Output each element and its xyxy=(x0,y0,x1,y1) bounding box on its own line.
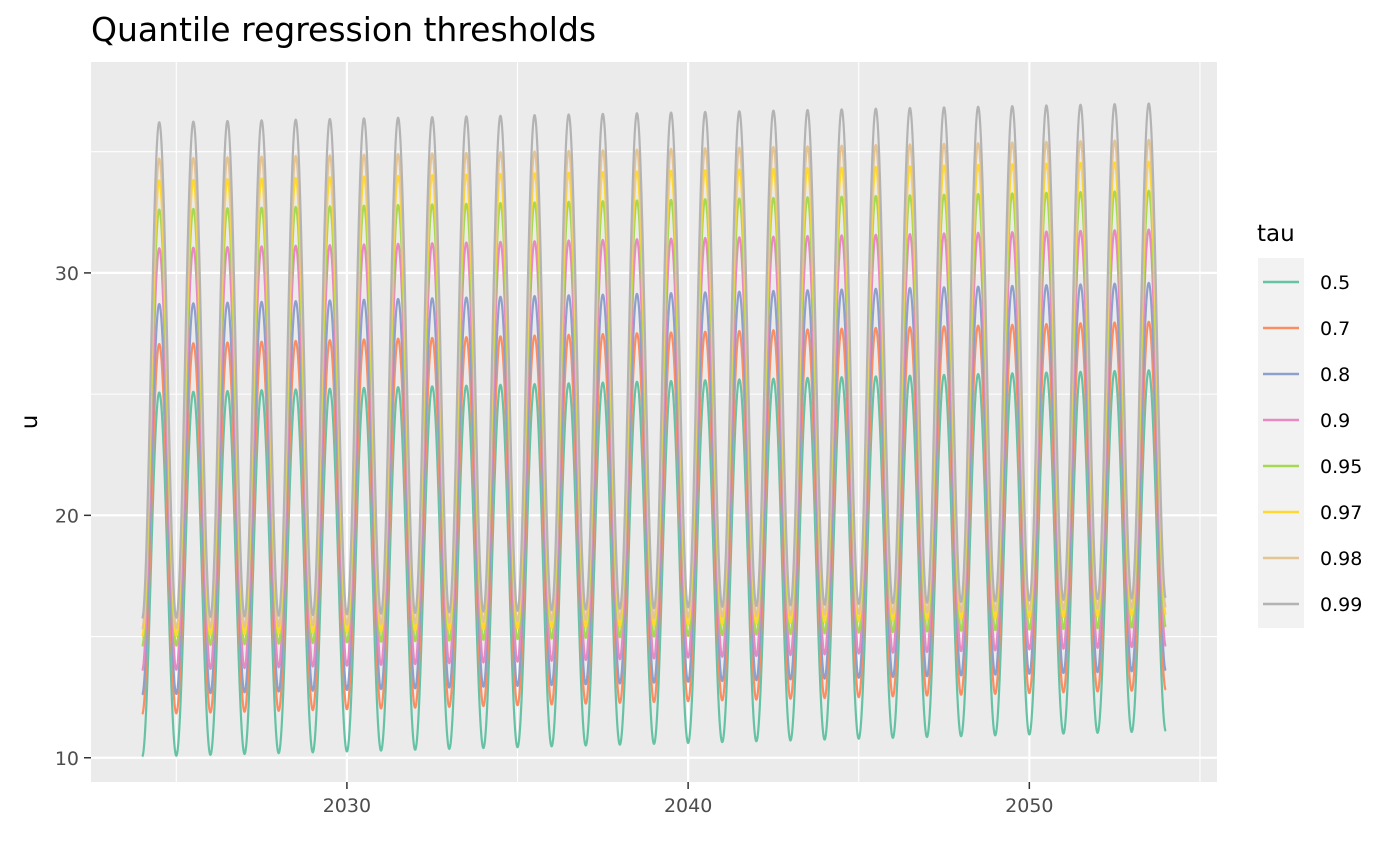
legend: tau 0.5 0.7 0.8 0.9 0.95 0.97 0.98 0.99 xyxy=(1257,221,1362,628)
legend-label-0.9: 0.9 xyxy=(1320,410,1350,432)
series-line-0.7 xyxy=(141,320,1167,715)
x-tick-label: 2030 xyxy=(323,795,371,817)
series-line-0.97 xyxy=(141,160,1167,638)
legend-key-background xyxy=(1258,258,1304,628)
legend-label-0.98: 0.98 xyxy=(1320,548,1362,570)
grid xyxy=(91,62,1217,782)
series-line-0.8 xyxy=(141,281,1167,696)
x-axis: 2030 2040 2050 xyxy=(323,782,1054,817)
y-axis: 10 20 30 xyxy=(55,263,91,770)
x-tick-label: 2050 xyxy=(1005,795,1053,817)
x-tick-label: 2040 xyxy=(664,795,712,817)
legend-label-0.7: 0.7 xyxy=(1320,318,1350,340)
series-line-0.98 xyxy=(141,138,1167,630)
y-tick-label: 10 xyxy=(55,748,79,770)
legend-label-0.99: 0.99 xyxy=(1320,594,1362,616)
legend-title: tau xyxy=(1257,221,1295,247)
series-line-0.9 xyxy=(141,228,1167,672)
y-tick-label: 20 xyxy=(55,505,79,527)
y-axis-title: u xyxy=(17,415,43,430)
series-line-0.5 xyxy=(141,369,1167,758)
series-line-0.95 xyxy=(141,189,1167,647)
chart-title: Quantile regression thresholds xyxy=(91,10,596,49)
y-tick-label: 30 xyxy=(55,263,79,285)
legend-label-0.95: 0.95 xyxy=(1320,456,1362,478)
legend-label-0.97: 0.97 xyxy=(1320,502,1362,524)
series-line-0.99 xyxy=(141,102,1167,619)
series-layer xyxy=(141,102,1167,758)
legend-label-0.8: 0.8 xyxy=(1320,364,1350,386)
legend-items: 0.5 0.7 0.8 0.9 0.95 0.97 0.98 0.99 xyxy=(1263,272,1362,616)
legend-label-0.5: 0.5 xyxy=(1320,272,1350,294)
